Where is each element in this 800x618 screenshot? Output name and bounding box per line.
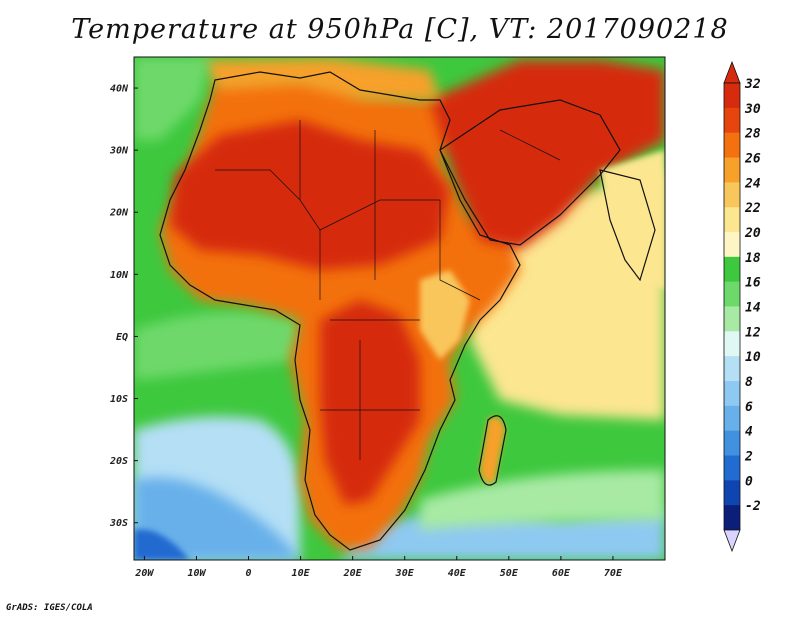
colorbar-label: 6 xyxy=(745,400,753,415)
latitude-axis: 40N 30N 20N 10N EQ 10S 20S 30S xyxy=(109,84,138,529)
colorbar-segment xyxy=(724,83,740,109)
colorbar-label: 8 xyxy=(745,375,753,390)
border-line xyxy=(439,129,561,301)
lat-tick-label: EQ xyxy=(116,332,128,343)
colorbar-segment xyxy=(724,381,740,407)
lon-tick-label: 20E xyxy=(343,568,363,579)
lon-tick-label: 10W xyxy=(187,568,206,579)
field-gulf-of-guinea xyxy=(134,312,300,380)
longitude-axis: 20W 10W 0 10E 20E 30E 40E 50E 60E 70E xyxy=(134,556,623,579)
field-southwest-cold xyxy=(134,529,190,560)
colorbar-label: 18 xyxy=(745,251,761,266)
field-mediterranean xyxy=(200,58,440,100)
colorbar-segment xyxy=(724,405,740,432)
coastlines xyxy=(159,71,656,551)
colorbar-label: 16 xyxy=(745,276,761,291)
colorbar-segment xyxy=(724,455,740,481)
arabia-coastline xyxy=(439,99,621,246)
colorbar-label: -2 xyxy=(745,499,761,514)
field-sahara-hot xyxy=(170,120,450,270)
colorbar-segment xyxy=(724,232,740,258)
lat-tick-label: 30N xyxy=(109,146,129,157)
field-southern-ocean-mild xyxy=(420,470,665,530)
colorbar-segment xyxy=(724,157,740,183)
lon-tick-label: 70E xyxy=(604,568,623,579)
africa-coastline xyxy=(159,71,521,551)
colorbar-segment xyxy=(724,132,740,158)
field-south-atlantic-cold xyxy=(134,477,300,560)
colorbar-segment xyxy=(724,480,740,506)
field-arabia-hot xyxy=(430,60,665,250)
lat-tick-label: 20N xyxy=(109,208,129,219)
country-borders xyxy=(215,120,561,460)
lat-tick-label: 10S xyxy=(110,394,128,405)
temperature-field xyxy=(134,57,665,560)
colorbar-label: 22 xyxy=(744,201,761,216)
credit-text: GrADS: IGES/COLA xyxy=(6,603,93,613)
field-east-africa-highlands xyxy=(420,270,470,360)
border-line xyxy=(299,120,376,300)
lon-tick-label: 30E xyxy=(395,568,415,579)
colorbar-label: 14 xyxy=(745,301,761,316)
lon-tick-label: 50E xyxy=(500,568,519,579)
field-madagascar xyxy=(480,416,505,484)
lon-tick-label: 60E xyxy=(552,568,571,579)
field-north-atlantic xyxy=(134,57,210,140)
colorbar-label: 12 xyxy=(745,325,761,340)
map-title: Temperature at 950hPa [C], VT: 201709021… xyxy=(71,14,729,45)
colorbar-segment xyxy=(724,107,740,134)
colorbar-segment xyxy=(724,182,740,208)
border-line xyxy=(320,319,420,460)
colorbar-label: 28 xyxy=(744,127,761,142)
lat-tick-label: 20S xyxy=(109,456,128,467)
colorbar-label: 0 xyxy=(745,474,753,489)
colorbar-segment xyxy=(724,281,740,307)
colorbar-top-arrow xyxy=(723,60,741,84)
lat-tick-label: 30S xyxy=(109,518,128,529)
colorbar-segment xyxy=(724,356,740,382)
colorbar-segment xyxy=(724,430,740,456)
colorbar-bottom-arrow xyxy=(723,529,741,553)
lon-tick-label: 40E xyxy=(448,568,467,579)
colorbar-label: 20 xyxy=(744,226,761,241)
colorbar-segment xyxy=(724,331,740,357)
lon-tick-label: 20W xyxy=(134,568,154,579)
field-southern-africa-hot xyxy=(320,300,420,505)
colorbar-label: 26 xyxy=(744,152,761,167)
colorbar-segment xyxy=(724,256,740,283)
colorbar-segment xyxy=(724,306,740,332)
colorbar-label: 2 xyxy=(744,450,753,465)
colorbar-label: 10 xyxy=(745,350,761,365)
colorbar-label: 30 xyxy=(744,102,761,117)
lat-tick-label: 10N xyxy=(110,270,129,281)
border-line xyxy=(215,169,440,231)
lon-tick-label: 10E xyxy=(292,568,311,579)
colorbar-label: 24 xyxy=(744,176,761,191)
lon-tick-label: 0 xyxy=(246,568,252,579)
madagascar-coastline xyxy=(478,415,507,486)
field-india xyxy=(600,150,665,290)
colorbar-label: 32 xyxy=(744,77,761,92)
lat-tick-label: 40N xyxy=(110,84,129,95)
colorbar-segment xyxy=(724,207,740,233)
india-coastline xyxy=(599,169,656,282)
colorbar-segment xyxy=(724,505,740,531)
map-frame xyxy=(133,56,666,561)
colorbar-label: 4 xyxy=(745,425,753,440)
